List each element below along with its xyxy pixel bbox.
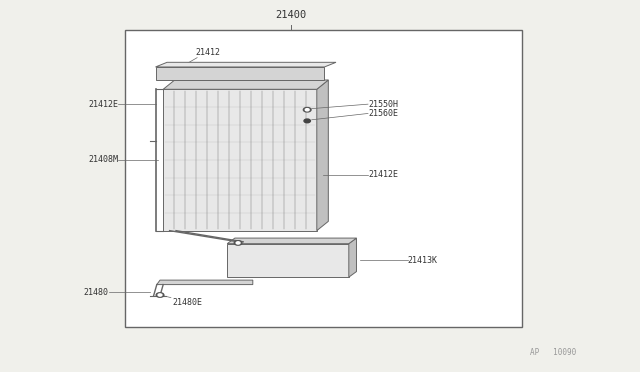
Circle shape (305, 109, 309, 111)
Circle shape (158, 294, 162, 296)
Circle shape (236, 242, 240, 244)
Text: 21480E: 21480E (172, 298, 202, 307)
Text: 21412: 21412 (196, 48, 221, 57)
Text: 21550H: 21550H (368, 100, 398, 109)
Polygon shape (157, 280, 253, 285)
Polygon shape (349, 238, 356, 277)
Text: 21408M: 21408M (88, 155, 118, 164)
Polygon shape (227, 238, 356, 244)
Bar (125, 30, 522, 327)
Text: AP   10090: AP 10090 (530, 348, 576, 357)
Polygon shape (163, 80, 328, 89)
Polygon shape (317, 80, 328, 231)
Text: 21400: 21400 (276, 10, 307, 20)
Bar (163, 89, 317, 231)
Circle shape (234, 241, 242, 245)
Polygon shape (156, 62, 336, 67)
Circle shape (304, 119, 310, 123)
Text: 21480: 21480 (84, 288, 109, 296)
Circle shape (303, 108, 311, 112)
Circle shape (156, 293, 164, 297)
Bar (156, 67, 324, 80)
Text: 21412E: 21412E (88, 100, 118, 109)
Bar (227, 244, 349, 277)
Text: 21560E: 21560E (368, 109, 398, 118)
Text: 21412E: 21412E (368, 170, 398, 179)
Text: 21413K: 21413K (408, 256, 438, 265)
